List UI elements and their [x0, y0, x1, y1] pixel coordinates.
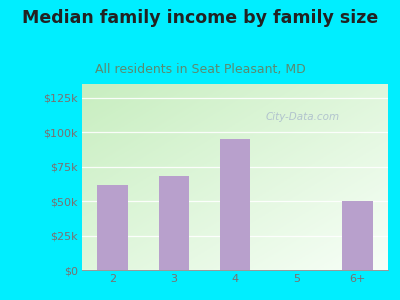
Text: City-Data.com: City-Data.com [265, 112, 339, 122]
Bar [342, 201, 373, 270]
Text: All residents in Seat Pleasant, MD: All residents in Seat Pleasant, MD [95, 63, 305, 76]
Text: Median family income by family size: Median family income by family size [22, 9, 378, 27]
Bar [158, 176, 189, 270]
Bar [97, 184, 128, 270]
Bar [220, 139, 250, 270]
